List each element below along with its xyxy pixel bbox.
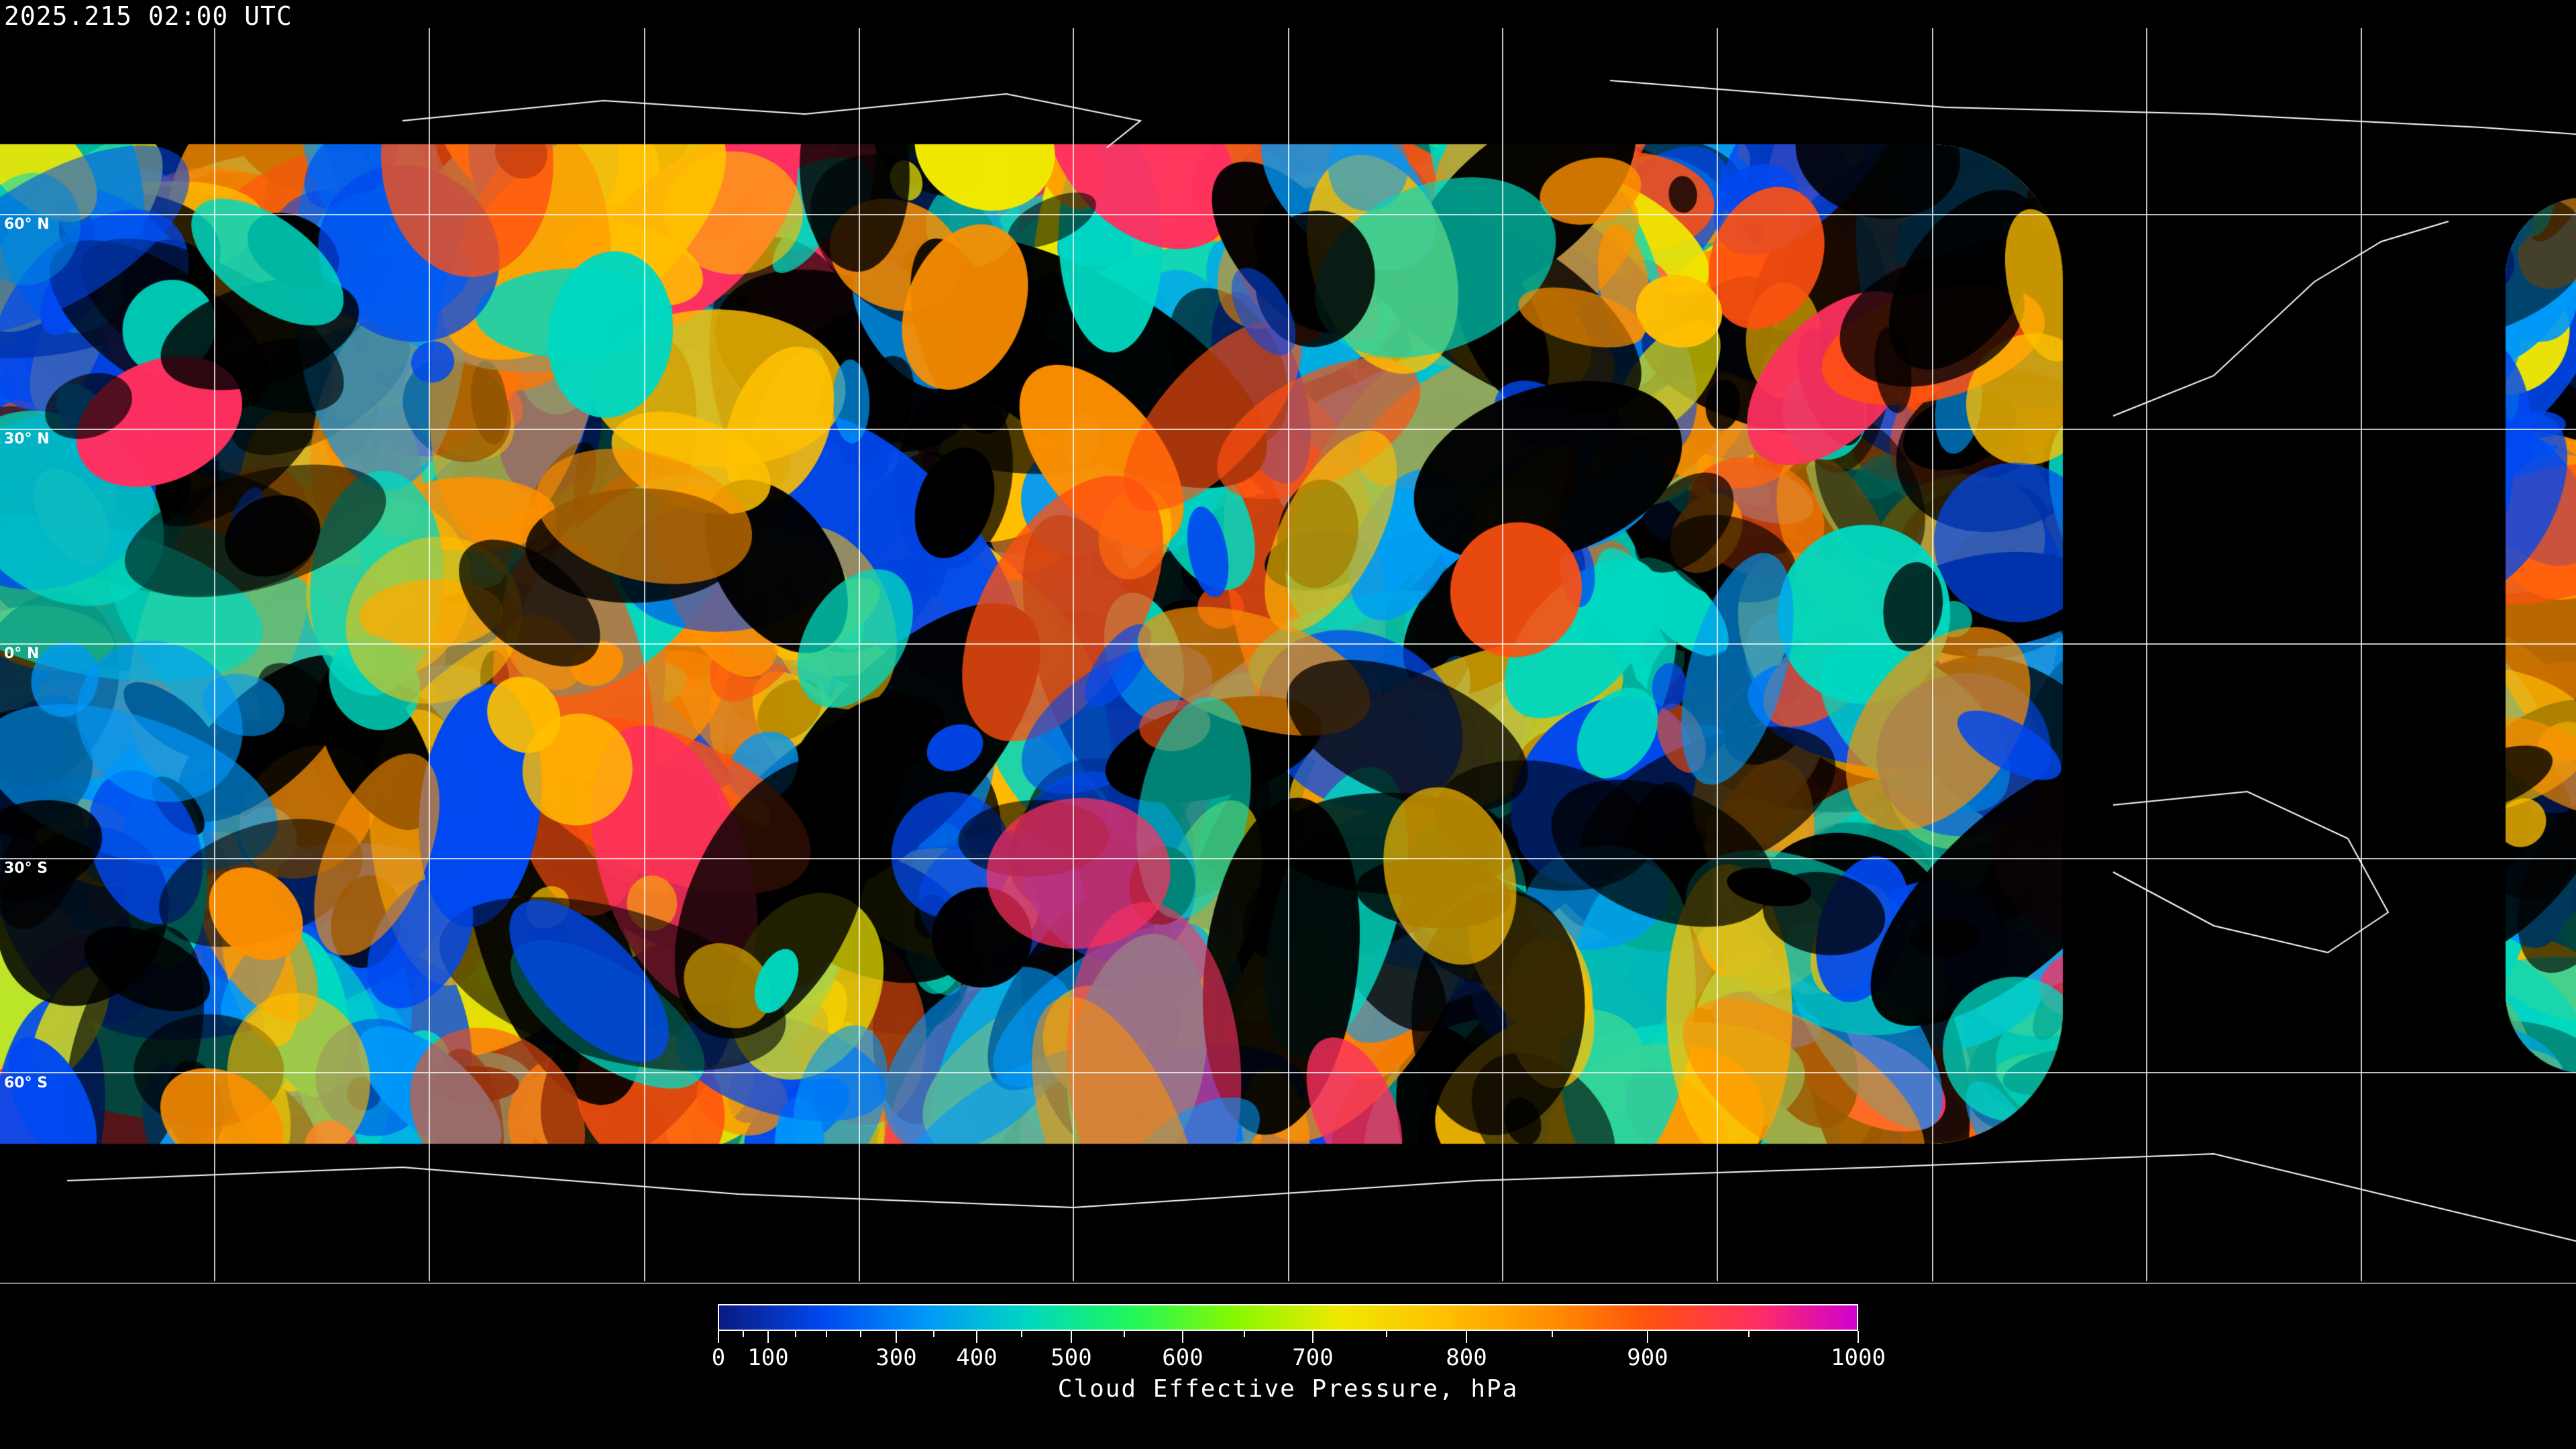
lat-label-60s: 60° S	[4, 1075, 48, 1091]
lat-label-60n: 60° N	[4, 216, 50, 233]
longitude-line	[214, 28, 215, 1281]
longitude-line	[859, 28, 860, 1281]
longitude-line	[429, 28, 430, 1281]
colorbar-minor-tick	[743, 1331, 744, 1337]
longitude-line	[2146, 28, 2147, 1281]
colorbar-minor-tick	[795, 1331, 796, 1337]
colorbar-tick-label: 800	[1446, 1344, 1487, 1371]
colorbar-major-tick	[896, 1331, 897, 1343]
colorbar-major-tick	[718, 1331, 719, 1343]
colorbar-major-tick	[1182, 1331, 1183, 1343]
colorbar-major-tick	[1858, 1331, 1859, 1343]
colorbar-tick-label: 100	[747, 1344, 789, 1371]
colorbar-minor-tick	[860, 1331, 861, 1337]
colorbar	[718, 1304, 1858, 1331]
colorbar-tick-label: 300	[875, 1344, 917, 1371]
colorbar-minor-tick	[1021, 1331, 1022, 1337]
satellite-map: 60° N 30° N 0° N 30° S 60° S 2025.215 02…	[0, 0, 2576, 1284]
colorbar-tick-label: 700	[1292, 1344, 1334, 1371]
longitude-line	[644, 28, 645, 1281]
colorbar-tick-label: 0	[711, 1344, 726, 1371]
colorbar-minor-tick	[1244, 1331, 1245, 1337]
colorbar-major-tick	[976, 1331, 977, 1343]
colorbar-minor-tick	[826, 1331, 827, 1337]
longitude-line	[1932, 28, 1933, 1281]
colorbar-tick-label: 600	[1162, 1344, 1203, 1371]
colorbar-major-tick	[767, 1331, 769, 1343]
colorbar-major-tick	[1466, 1331, 1467, 1343]
lat-label-30s: 30° S	[4, 860, 48, 877]
colorbar-tick-label: 500	[1051, 1344, 1092, 1371]
colorbar-tick-label: 900	[1627, 1344, 1668, 1371]
lat-label-0n: 0° N	[4, 645, 40, 662]
longitude-line	[1073, 28, 1074, 1281]
lat-label-30n: 30° N	[4, 431, 50, 447]
colorbar-tick-label: 1000	[1831, 1344, 1886, 1371]
longitude-line	[1502, 28, 1503, 1281]
colorbar-minor-tick	[1124, 1331, 1125, 1337]
longitude-line	[2361, 28, 2362, 1281]
colorbar-minor-tick	[1386, 1331, 1387, 1337]
colorbar-major-tick	[1312, 1331, 1313, 1343]
timestamp-title: 2025.215 02:00 UTC	[4, 1, 292, 31]
colorbar-minor-tick	[1552, 1331, 1553, 1337]
colorbar-major-tick	[1071, 1331, 1072, 1343]
longitude-line	[1717, 28, 1718, 1281]
longitude-line	[1288, 28, 1289, 1281]
colorbar-minor-tick	[1748, 1331, 1750, 1337]
colorbar-tick-label: 400	[956, 1344, 998, 1371]
colorbar-title: Cloud Effective Pressure, hPa	[1057, 1375, 1519, 1403]
colorbar-minor-tick	[933, 1331, 934, 1337]
colorbar-major-tick	[1647, 1331, 1648, 1343]
